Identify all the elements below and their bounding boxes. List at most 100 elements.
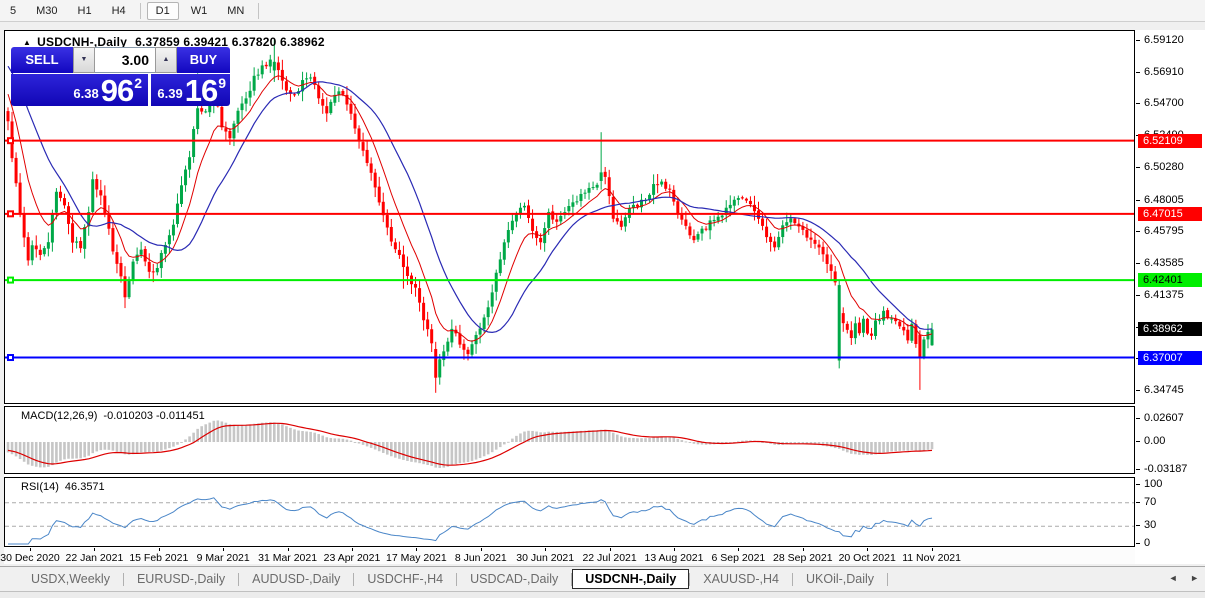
sell-price-small: 6.38 [73, 86, 99, 101]
date-label: 15 Feb 2021 [129, 552, 189, 564]
volume-decrease-button[interactable]: ▼ [73, 47, 95, 73]
date-tick [352, 548, 353, 551]
rsi-tick-dash [1136, 501, 1140, 503]
date-axis[interactable]: 30 Dec 2020 22 Jan 2021 15 Feb 2021 9 Mar 2… [0, 548, 1135, 564]
macd-indicator-panel[interactable]: MACD(12,26,9) -0.010203 -0.011451 [4, 406, 1135, 474]
sell-button[interactable]: SELL [11, 47, 73, 73]
date-tick [867, 548, 869, 551]
date-label: 8 Jun 2021 [454, 552, 507, 564]
main-price-chart[interactable]: ▲ USDCNH-,Daily 6.37859 6.39421 6.37820 6.… [4, 30, 1135, 404]
tab-scroll-right-icon[interactable]: ► [1190, 573, 1199, 583]
tab-scroll-left-icon[interactable]: ◄ [1168, 573, 1178, 583]
chart-ohlc-values: 6.37859 6.39421 6.37820 6.38962 [135, 35, 325, 49]
chart-tab-usdx-weekly[interactable]: USDX,Weekly [31, 572, 110, 586]
chart-tab-ukoil-daily[interactable]: UKOil-,Daily [806, 572, 875, 586]
buy-price-small: 6.39 [157, 86, 183, 101]
macd-tick: 0.02607 [1144, 412, 1184, 425]
price-tick: 6.48005 [1144, 193, 1184, 206]
date-label: 28 Sep 2021 [773, 552, 833, 564]
macd-values: -0.010203 -0.011451 [103, 410, 205, 422]
macd-tick: -0.03187 [1144, 463, 1188, 476]
timeframe-button-d1[interactable]: D1 [146, 1, 179, 20]
macd-chart-canvas[interactable] [5, 407, 1134, 473]
chart-tab-eurusd-daily[interactable]: EURUSD-,Daily [136, 572, 226, 586]
date-label: 22 Jan 2021 [65, 552, 124, 564]
timeframe-button-5[interactable]: 5 [10, 4, 17, 17]
level-price-tag-6.47015: 6.47015 [1138, 206, 1202, 221]
chart-tab-xauusd-h4[interactable]: XAUUSD-,H4 [703, 572, 779, 586]
tab-separator [689, 572, 691, 586]
macd-label: MACD(12,26,9) -0.010203 -0.011451 [21, 410, 211, 422]
price-tick: 6.45795 [1144, 225, 1184, 238]
price-tick-dash [1136, 71, 1140, 73]
toolbar-separator [139, 2, 141, 19]
macd-tick-dash [1136, 441, 1140, 442]
date-tick [931, 548, 933, 551]
date-label: 30 Jun 2021 [516, 552, 575, 564]
buy-button[interactable]: BUY [177, 47, 230, 73]
sell-price-display[interactable]: 6.38 96 2 [11, 74, 148, 106]
rsi-indicator-panel[interactable]: RSI(14) 46.3571 [4, 477, 1135, 547]
volume-input[interactable] [95, 47, 155, 73]
date-tick [674, 548, 675, 551]
level-price-tag-6.42401: 6.42401 [1138, 273, 1202, 288]
price-tick: 6.59120 [1144, 34, 1184, 46]
date-label: 11 Nov 2021 [902, 552, 961, 564]
rsi-title: RSI(14) [21, 481, 59, 493]
chart-header: ▲ USDCNH-,Daily 6.37859 6.39421 6.37820 6.… [23, 35, 325, 49]
chart-tab-audusd-daily[interactable]: AUDUSD-,Daily [252, 572, 341, 586]
date-label: 20 Oct 2021 [838, 552, 896, 564]
chart-tab-usdcad-daily[interactable]: USDCAD-,Daily [470, 572, 559, 586]
date-tick [738, 548, 740, 551]
tab-separator [571, 572, 573, 586]
buy-price-big: 16 [184, 73, 218, 108]
chart-tab-usdchf-h4[interactable]: USDCHF-,H4 [367, 572, 444, 586]
chevron-up-icon: ▲ [162, 56, 170, 63]
chart-symbol-period: USDCNH-,Daily [37, 35, 128, 49]
tab-separator [456, 572, 458, 586]
date-tick [802, 548, 804, 551]
tab-separator [122, 572, 124, 586]
price-tick: 6.54700 [1144, 97, 1184, 110]
date-label: 9 Mar 2021 [196, 552, 250, 564]
price-tick-dash [1136, 199, 1140, 201]
macd-histogram [6, 420, 934, 468]
date-label: 17 May 2021 [386, 552, 447, 564]
price-tick: 6.43585 [1144, 257, 1184, 270]
date-tick [223, 548, 225, 551]
macd-signal-line [7, 422, 933, 466]
toolbar-separator [258, 2, 260, 19]
rsi-tick-dash [1136, 484, 1140, 485]
price-tick-dash [1136, 389, 1140, 391]
rsi-tick: 0 [1144, 537, 1151, 549]
date-tick [287, 548, 289, 551]
macd-title: MACD(12,26,9) [21, 410, 98, 422]
level-price-tag-6.37007: 6.37007 [1138, 350, 1202, 365]
date-tick [545, 548, 547, 551]
sell-price-sup: 2 [134, 75, 142, 91]
rsi-tick: 70 [1144, 495, 1157, 508]
rsi-tick: 30 [1144, 519, 1157, 532]
current-price-tag: 6.38962 [1138, 322, 1202, 337]
price-axis[interactable]: 6.591206.569106.547006.524906.502806.480… [1136, 30, 1205, 564]
timeframe-button-w1[interactable]: W1 [190, 4, 208, 17]
buy-price-display[interactable]: 6.39 16 9 [151, 74, 230, 106]
candles-group [6, 39, 934, 393]
candlestick-chart-canvas[interactable] [5, 31, 1134, 403]
timeframe-button-mn[interactable]: MN [227, 4, 245, 17]
timeframe-button-h4[interactable]: H4 [111, 4, 126, 17]
volume-increase-button[interactable]: ▲ [155, 47, 177, 73]
date-label: 13 Aug 2021 [644, 552, 704, 564]
price-tick: 6.50280 [1144, 160, 1184, 173]
chart-tab-usdcnh-daily[interactable]: USDCNH-,Daily [572, 569, 690, 589]
chevron-down-icon: ▼ [80, 56, 88, 63]
timeframe-button-m30[interactable]: M30 [36, 4, 58, 17]
date-tick [94, 548, 96, 551]
rsi-chart-canvas[interactable] [5, 478, 1134, 546]
price-tick-dash [1136, 40, 1140, 41]
tab-separator [792, 572, 793, 586]
chart-tab-bar: USDX,Weekly EURUSD-,Daily AUDUSD-,Daily USD… [0, 566, 1205, 591]
date-label: 30 Dec 2020 [0, 552, 60, 564]
date-label: 6 Sep 2021 [711, 552, 766, 564]
timeframe-button-h1[interactable]: H1 [77, 4, 92, 17]
